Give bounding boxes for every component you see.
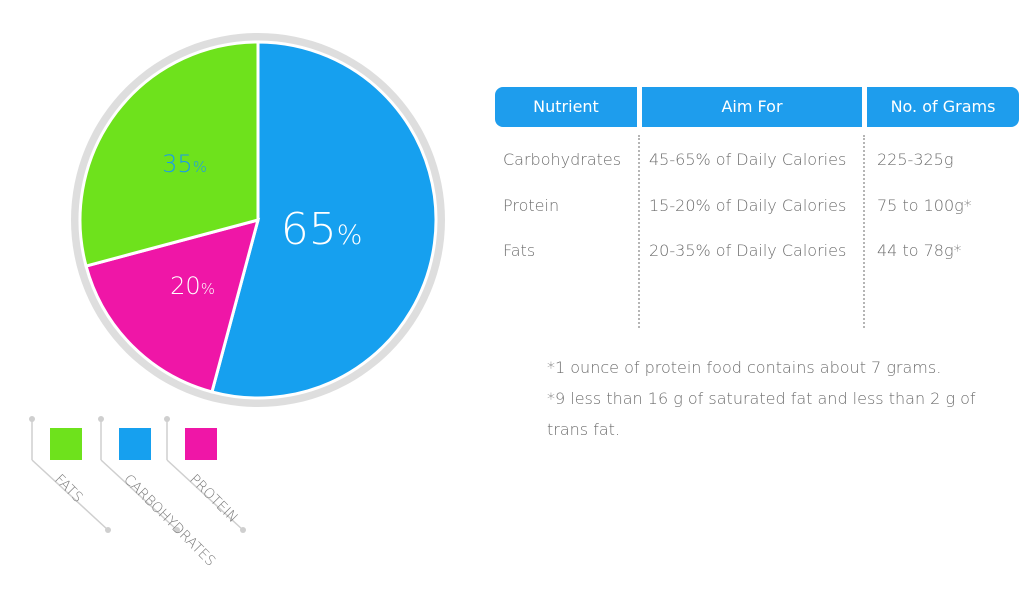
cell-grams: 44 to 78g* <box>877 241 962 260</box>
pie-slice-fats <box>78 40 260 268</box>
legend-connector <box>166 459 244 531</box>
table-row: Fats 20-35% of Daily Calories 44 to 78g* <box>495 241 1019 265</box>
cell-grams: 75 to 100g* <box>877 196 972 215</box>
legend-connector <box>100 459 178 531</box>
legend-swatch-protein <box>185 428 217 460</box>
footnote-fat: *9 less than 16 g of saturated fat and l… <box>547 389 976 439</box>
pie-slice-carbohydrates <box>210 40 438 400</box>
legend-swatch-fats <box>50 428 82 460</box>
legend-connector-dot <box>105 527 111 533</box>
header-grams: No. of Grams <box>867 87 1019 127</box>
legend-connector-dot <box>240 527 246 533</box>
cell-aim-for: 45-65% of Daily Calories <box>649 150 847 169</box>
footnotes: *1 ounce of protein food contains about … <box>547 352 1007 445</box>
cell-nutrient: Protein <box>503 196 560 215</box>
pie-label-carbohydrates: 65% <box>281 204 363 255</box>
legend-connector <box>31 459 109 531</box>
pie-slice-protein <box>84 217 261 394</box>
pie-labels: 65% 20% 35% <box>162 150 362 300</box>
pie-slices <box>78 40 438 400</box>
table-row: Carbohydrates 45-65% of Daily Calories 2… <box>495 150 1019 174</box>
header-aim-for: Aim For <box>642 87 862 127</box>
column-divider <box>638 135 640 328</box>
header-nutrient: Nutrient <box>495 87 637 127</box>
legend-connector-dot <box>174 527 180 533</box>
legend-swatch-carbohydrates <box>119 428 151 460</box>
cell-aim-for: 20-35% of Daily Calories <box>649 241 847 260</box>
column-divider <box>863 135 865 328</box>
cell-aim-for: 15-20% of Daily Calories <box>649 196 847 215</box>
table-header-row: Nutrient Aim For No. of Grams <box>495 87 1019 127</box>
pie-label-protein: 20% <box>170 272 215 300</box>
legend-label-protein: PROTEIN <box>186 472 241 527</box>
cell-nutrient: Carbohydrates <box>503 150 622 169</box>
footnote-protein: *1 ounce of protein food contains about … <box>547 358 942 377</box>
table-row: Protein 15-20% of Daily Calories 75 to 1… <box>495 196 1019 220</box>
nutrient-table: Nutrient Aim For No. of Grams Carbohydra… <box>495 87 1019 328</box>
pie-label-fats: 35% <box>162 150 207 178</box>
legend-label-fats: FATS <box>51 472 85 506</box>
cell-grams: 225-325g <box>877 150 954 169</box>
cell-nutrient: Fats <box>503 241 536 260</box>
